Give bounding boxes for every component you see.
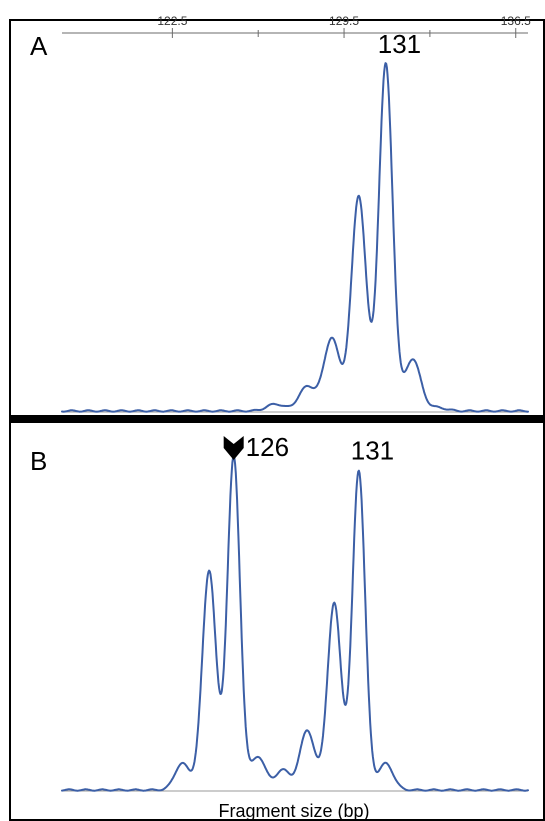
x-axis-label: Fragment size (bp) — [218, 801, 369, 821]
top-axis-tick-label: 122.5 — [157, 14, 187, 28]
panel-letter-b: B — [30, 446, 47, 476]
panel-letter-a: A — [30, 31, 48, 61]
top-x-axis: 122.5 129.5 136.5 — [62, 14, 531, 38]
top-axis-tick-label: 136.5 — [501, 14, 531, 28]
peak-label: 131 — [378, 29, 421, 59]
panel-b-trace — [61, 454, 529, 792]
panel-b-peak-labels: 126 131 — [223, 432, 394, 465]
peak-label: 126 — [246, 432, 289, 462]
panel-divider — [10, 415, 544, 423]
peak-arrowhead-marker — [223, 436, 244, 460]
panel-a-peak-labels: 131 — [378, 29, 421, 59]
peak-label: 131 — [351, 435, 394, 465]
top-axis-tick-label: 129.5 — [329, 14, 359, 28]
panel-a-trace — [61, 62, 529, 413]
